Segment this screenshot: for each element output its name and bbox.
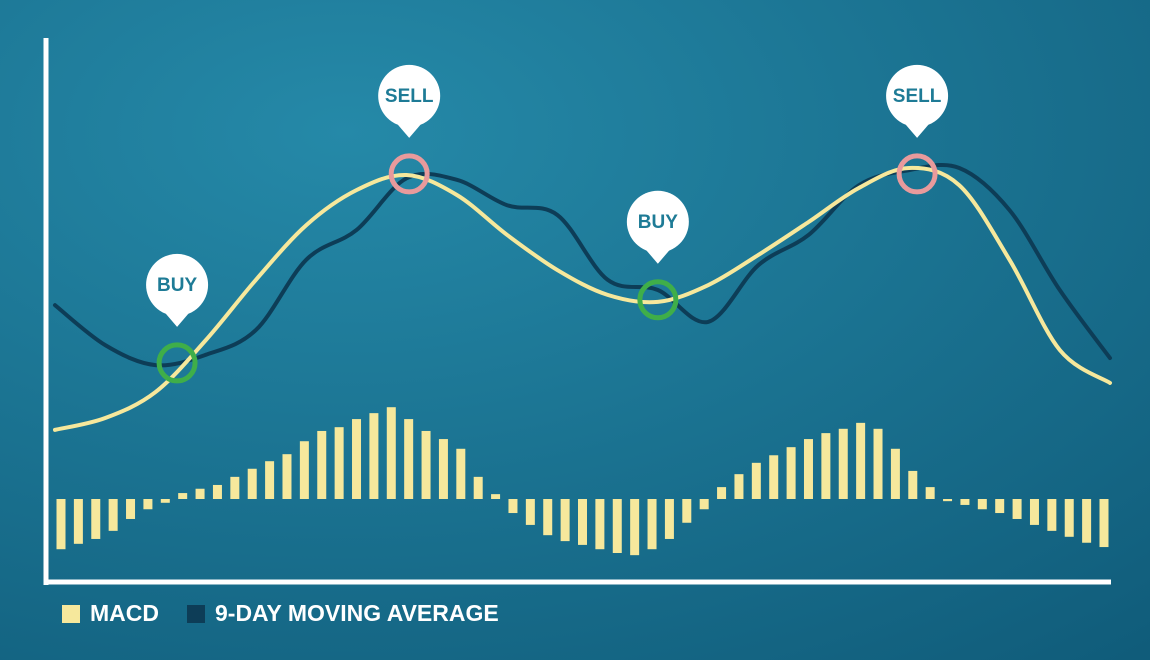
histogram-bar [195,488,205,499]
callout-bubble [645,249,670,264]
signal-marker [896,153,938,195]
histogram [56,407,1109,556]
histogram-bar [369,413,379,499]
histogram-bar [282,454,292,499]
callout-label: BUY [638,212,678,233]
histogram-bar [630,499,640,556]
series-line [53,165,1112,432]
histogram-bar [1012,499,1022,519]
callout-bubble [165,312,190,327]
callout-label: SELL [893,86,942,107]
histogram-bar [560,499,570,542]
histogram-bar [404,419,414,499]
histogram-bar [265,461,275,499]
histogram-bar [334,427,344,499]
histogram-bar [1047,499,1057,531]
histogram-bar [943,499,953,502]
histogram-bar [317,430,327,499]
histogram-bar [1082,499,1092,543]
histogram-bar [960,499,970,505]
signal-marker [156,342,198,384]
histogram-bar [456,448,466,499]
callout-bubble [146,253,209,316]
histogram-bar [543,499,553,536]
histogram-bar [438,439,448,499]
histogram-bar [178,493,188,499]
histogram-bar [73,499,83,544]
histogram-bar [838,428,848,499]
histogram-bar [386,407,396,499]
histogram-bar [699,499,709,510]
annotations: BUY SELL BUY SELL [146,64,949,384]
histogram-bar [299,441,309,499]
histogram-bar [1029,499,1039,525]
legend: MACD 9-DAY MOVING AVERAGE [62,600,499,626]
histogram-bar [734,474,744,499]
histogram-bar [995,499,1005,514]
histogram-bar [769,455,779,499]
histogram-bar [786,447,796,499]
histogram-bar [247,468,257,499]
histogram-bar [508,499,518,514]
histogram-bar [212,484,222,499]
callout-bubble [397,123,422,138]
histogram-bar [230,476,240,499]
histogram-bar [925,487,935,499]
histogram-bar [525,499,535,525]
histogram-bar [160,499,170,503]
histogram-bar [612,499,622,553]
histogram-bar [473,476,483,499]
histogram-bar [578,499,587,545]
histogram-bar [91,499,101,539]
histogram-bar [56,499,66,550]
callout-bubble [378,64,441,127]
histogram-bar [491,494,501,499]
histogram-bar [908,470,918,499]
histogram-bar [1064,499,1074,537]
legend-swatch [62,605,80,623]
histogram-bar [890,448,900,499]
histogram-bar [751,462,761,499]
histogram-bar [856,422,866,499]
callout-label: BUY [157,275,197,296]
histogram-bar [682,499,692,523]
histogram-bar [664,499,674,539]
series-line [53,162,1112,368]
legend-label: 9-DAY MOVING AVERAGE [215,600,499,626]
histogram-bar [595,499,605,550]
histogram-bar [873,428,883,499]
lines [53,162,1112,432]
signal-marker [388,153,430,195]
histogram-bar [821,433,831,499]
callout-bubble [886,64,949,127]
histogram-bar [143,499,153,510]
histogram-bar [647,499,657,550]
histogram-bar [717,487,727,499]
histogram-bar [352,419,362,499]
histogram-bar [421,430,431,499]
histogram-bar [126,499,136,519]
callout-bubble [905,123,930,138]
signal-marker [637,279,679,321]
callout-label: SELL [385,86,434,107]
histogram-bar [803,439,813,499]
histogram-bar [977,499,987,510]
histogram-bar [108,499,118,531]
legend-label: MACD [90,600,159,626]
legend-swatch [187,605,205,623]
callout-bubble [626,190,689,253]
histogram-bar [1099,499,1109,548]
